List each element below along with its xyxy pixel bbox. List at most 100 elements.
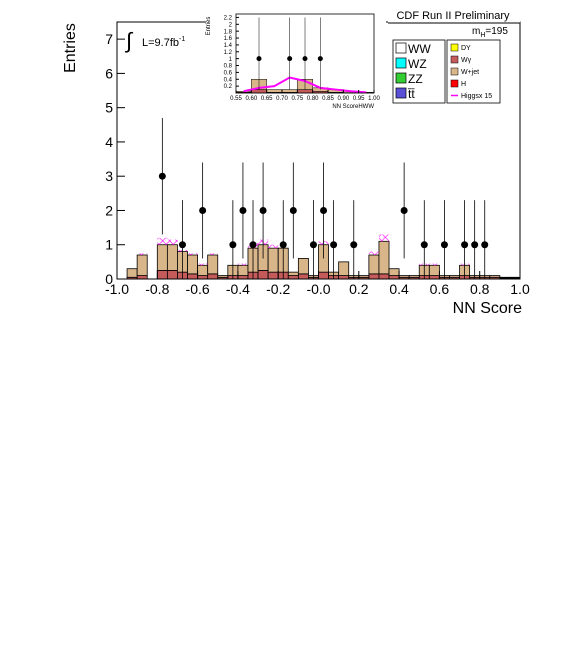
stack-bar <box>287 271 299 276</box>
y-tick-label: 6 <box>105 65 113 81</box>
lumi-label: L=9.7fb-1 <box>142 36 185 49</box>
inset-frame <box>235 13 375 94</box>
x-tick-label: -0.6 <box>186 281 210 297</box>
stack-bar <box>197 275 209 280</box>
signal-bar <box>368 251 379 256</box>
y-tick-label: 1 <box>105 237 113 253</box>
legend-label: W+jet <box>461 69 479 76</box>
stack-bar <box>187 273 198 280</box>
inset-x-axis-title: NN ScoreHWW <box>332 104 374 110</box>
inset-y-axis-title: Entries <box>206 17 212 36</box>
data-point <box>471 241 479 249</box>
data-point <box>256 56 262 62</box>
stack-bar <box>207 273 219 280</box>
stack-bar <box>187 254 198 275</box>
stack-bar <box>398 275 410 278</box>
mass-symbol: m <box>472 26 480 37</box>
stack-bar <box>287 275 299 280</box>
stack-bar <box>136 254 148 276</box>
stack-bar <box>267 271 279 280</box>
data-point <box>158 172 166 180</box>
legend-label: t̄t̄ <box>408 87 416 101</box>
data-point <box>239 206 247 214</box>
data-point <box>400 206 408 214</box>
x-tick-label: 0.85 <box>322 96 334 102</box>
x-tick-label: 0.4 <box>389 281 409 297</box>
x-tick-label: 0.2 <box>349 281 369 297</box>
data-point <box>317 56 323 62</box>
x-tick-label: 1.0 <box>510 281 530 297</box>
legend-swatch <box>450 67 459 76</box>
signal-bar <box>429 263 440 266</box>
y-tick-label: 7 <box>105 31 113 47</box>
mass-value: =195 <box>485 26 508 37</box>
x-tick-label: -0.2 <box>266 281 290 297</box>
signal-bar <box>378 234 390 242</box>
stack-bar <box>428 275 440 280</box>
data-point <box>309 241 317 249</box>
y-tick-label: 4 <box>105 134 113 150</box>
stack-bar <box>509 276 521 279</box>
x-tick-label: 0.55 <box>230 96 242 102</box>
legend-swatch <box>395 87 407 99</box>
x-tick-label: 0.90 <box>337 96 349 102</box>
stack-bar <box>217 275 229 278</box>
data-point <box>461 241 469 249</box>
stack-bar <box>378 273 390 280</box>
signal-bar <box>187 253 198 256</box>
main-plot: -1.0 -0.8 -0.6 -0.4 -0.2 -0.0 0.2 0.4 0.6 0.8 1.00… <box>105 31 530 297</box>
stack-bar <box>489 275 501 278</box>
y-tick-label: 2.2 <box>224 16 233 22</box>
x-tick-label: 0.65 <box>261 96 273 102</box>
experiment-box <box>388 9 520 23</box>
x-tick-label: 0.80 <box>307 96 319 102</box>
stack-bar <box>297 89 313 94</box>
signal-bar <box>197 263 208 266</box>
experiment-label: CDF Run II Preliminary <box>396 10 510 22</box>
legend-swatch <box>395 57 407 69</box>
y-tick-label: 0 <box>105 271 113 287</box>
stack-bar <box>408 275 420 278</box>
stack-bar <box>449 275 460 278</box>
x-tick-label: -0.8 <box>145 281 169 297</box>
y-tick-label: 0.4 <box>224 77 233 83</box>
stack-bar <box>388 275 400 280</box>
x-tick-label: 0.70 <box>276 96 288 102</box>
legend-swatch <box>450 79 459 88</box>
legend-swatch <box>395 72 407 84</box>
y-tick-label: 0.2 <box>224 84 233 90</box>
signal-bar <box>207 253 218 256</box>
y-tick-label: 1.6 <box>224 36 233 42</box>
y-tick-label: 3 <box>105 168 113 184</box>
stack-bar <box>166 270 178 280</box>
stack-bar <box>197 264 209 276</box>
signal-bar <box>157 237 168 245</box>
data-point <box>302 56 308 62</box>
stack-bar <box>156 244 168 271</box>
y-tick-label: 2 <box>229 22 233 28</box>
legend-swatch <box>450 55 459 64</box>
data-point <box>330 241 338 249</box>
signal-bar <box>167 239 178 245</box>
signal-bar <box>137 253 148 256</box>
stack-bar <box>338 261 350 276</box>
x-tick-label: 0.8 <box>470 281 490 297</box>
stack-bar <box>237 275 249 280</box>
stack-bar <box>388 268 400 276</box>
mass-label: mH=195 <box>472 26 508 39</box>
stack-bar <box>297 258 309 275</box>
data-point <box>289 206 297 214</box>
data-point <box>481 241 489 249</box>
data-point <box>320 206 328 214</box>
y-tick-label: 1.4 <box>224 43 233 49</box>
stack-bar <box>297 273 309 280</box>
data-point <box>279 241 287 249</box>
x-tick-label: 0.75 <box>291 96 303 102</box>
stack-bar <box>281 89 298 93</box>
x-tick-label: 0.95 <box>353 96 365 102</box>
data-point <box>249 241 257 249</box>
x-tick-label: -0.4 <box>226 281 250 297</box>
stack-bar <box>257 270 269 280</box>
